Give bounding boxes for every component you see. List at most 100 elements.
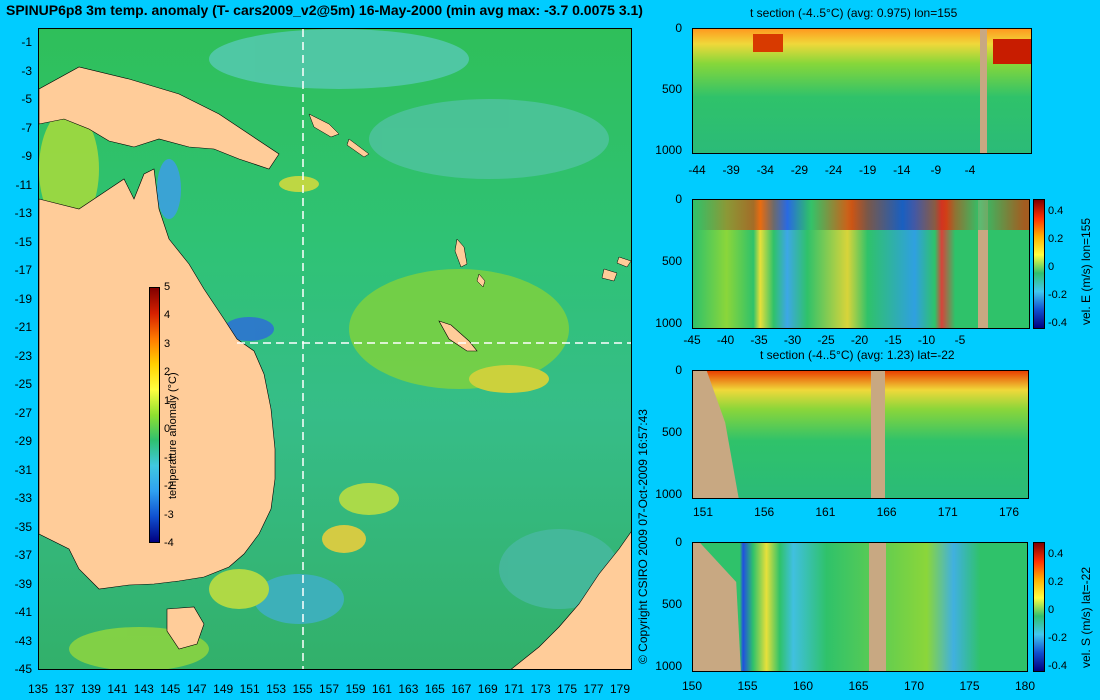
lon-tick-12: 159 <box>345 682 366 696</box>
p3-ytick-2: 1000 <box>655 487 682 501</box>
lat-tick-21: -43 <box>14 633 32 648</box>
new-guinea-land <box>39 66 280 170</box>
p2-xtick-5: -20 <box>850 333 869 347</box>
p1-xtick-3: -29 <box>790 163 809 177</box>
panel2-velocity-east-section[interactable] <box>692 199 1030 329</box>
p4-cbar-ticks-0: 0.4 <box>1048 548 1064 560</box>
panel4-colorbar-label: vel. S (m/s) lat=-22 <box>1079 566 1093 668</box>
p4-cbar-ticks-4: -0.4 <box>1048 660 1067 672</box>
p2-xtick-3: -30 <box>783 333 802 347</box>
p1-xtick-7: -9 <box>930 163 942 177</box>
p2-xtick-4: -25 <box>817 333 835 347</box>
panel4-land-bar <box>869 543 886 671</box>
panel3-land-bar <box>871 371 885 498</box>
p3-xtick-5: 176 <box>998 505 1020 519</box>
lat-tick-20: -41 <box>14 605 32 619</box>
lon-tick-6: 147 <box>186 682 207 696</box>
p4-xtick-0: 150 <box>681 679 703 693</box>
lat-tick-16: -33 <box>14 491 32 505</box>
p4-xtick-5: 175 <box>959 679 980 693</box>
panel2-land-bar <box>978 200 988 328</box>
lat-tick-1: -3 <box>21 63 32 78</box>
lat-tick-8: -17 <box>14 263 32 277</box>
p1-xtick-4: -24 <box>824 163 843 177</box>
p2-xtick-7: -10 <box>917 333 936 347</box>
lon-tick-18: 171 <box>504 682 525 696</box>
lat-tick-4: -9 <box>21 149 32 163</box>
lat-tick-6: -13 <box>14 206 32 220</box>
lat-tick-19: -39 <box>14 576 32 591</box>
lat-tick-14: -29 <box>14 434 32 448</box>
p2-cbar-ticks-3: -0.2 <box>1048 289 1067 301</box>
p4-cbar-ticks-3: -0.2 <box>1048 632 1067 644</box>
p1-ytick-2: 1000 <box>655 143 682 157</box>
lat-tick-9: -19 <box>14 291 32 306</box>
lon-tick-1: 137 <box>54 682 75 696</box>
lat-tick-3: -7 <box>21 120 32 135</box>
colorbar-tick-2: 3 <box>164 337 171 350</box>
colorbar-tick-5: 0 <box>164 423 171 436</box>
lat-tick-0: -1 <box>21 35 32 49</box>
lon-tick-14: 163 <box>398 682 419 696</box>
lon-tick-4: 143 <box>133 682 154 696</box>
panel1-warm-patch <box>993 39 1031 64</box>
copyright-notice: © Copyright CSIRO 2009 07-Oct-2009 16:57… <box>636 409 650 664</box>
p1-xtick-1: -39 <box>722 163 740 177</box>
lat-tick-12: -25 <box>14 377 32 391</box>
p2-cbar-ticks-4: -0.4 <box>1048 317 1067 329</box>
p1-xtick-0: -44 <box>688 163 706 177</box>
p3-ytick-1: 500 <box>661 425 682 439</box>
panel2-surface-band <box>693 200 1029 230</box>
lat-tick-17: -35 <box>14 519 32 534</box>
colorbar-tick-7: -2 <box>164 480 174 493</box>
lon-tick-2: 139 <box>80 682 101 696</box>
lon-tick-5: 145 <box>160 682 181 696</box>
p2-xtick-0: -45 <box>683 333 701 347</box>
p2-ytick-1: 500 <box>661 254 682 268</box>
temperature-anomaly-map[interactable]: temperature anomaly (°C) 5 4 3 2 1 0 -1 -2 -3 -4 <box>38 28 632 670</box>
p1-ytick-0: 0 <box>675 21 682 35</box>
p4-ytick-0: 0 <box>675 535 682 549</box>
vanuatu-islands-land <box>454 238 486 288</box>
panel3-title: t section (-4..5°C) (avg: 1.23) lat=-22 <box>760 348 955 362</box>
p2-xtick-6: -15 <box>884 333 902 347</box>
p1-xtick-5: -19 <box>858 163 877 177</box>
lat-tick-7: -15 <box>14 234 32 249</box>
temperature-colorbar <box>149 287 160 543</box>
p2-xtick-1: -40 <box>716 333 735 347</box>
panel3-temperature-section[interactable] <box>692 370 1029 499</box>
panel2-colorbar-label: vel. E (m/s) lon=155 <box>1079 217 1093 325</box>
lon-tick-22: 179 <box>609 682 631 696</box>
p4-xtick-2: 160 <box>792 679 814 693</box>
panel1-warm-patch-2 <box>753 34 783 52</box>
panel3-land-left <box>693 371 739 498</box>
lon-tick-16: 167 <box>451 682 472 696</box>
p4-xtick-6: 180 <box>1014 679 1036 693</box>
panel1-land-bar <box>980 29 987 153</box>
lat-tick-10: -21 <box>14 320 32 334</box>
panel1-temperature-section[interactable] <box>692 28 1032 154</box>
colorbar-tick-8: -3 <box>164 508 174 521</box>
new-zealand-land <box>511 531 631 669</box>
p2-xtick-2: -35 <box>750 333 768 347</box>
p2-ytick-2: 1000 <box>655 316 682 330</box>
p1-xtick-6: -14 <box>893 163 911 177</box>
p4-xtick-4: 170 <box>903 679 925 693</box>
lat-tick-2: -5 <box>21 92 32 106</box>
p4-xtick-1: 155 <box>737 679 758 693</box>
p3-xtick-3: 166 <box>876 505 897 519</box>
lon-tick-17: 169 <box>477 682 498 696</box>
colorbar-tick-4: 1 <box>164 394 171 407</box>
lon-tick-10: 155 <box>292 682 313 696</box>
lon-tick-21: 177 <box>583 682 604 696</box>
colorbar-tick-6: -1 <box>164 451 174 464</box>
p3-xtick-4: 171 <box>937 505 958 519</box>
panel2-colorbar <box>1033 199 1045 329</box>
p4-ytick-1: 500 <box>661 597 682 611</box>
panel4-colorbar <box>1033 542 1045 672</box>
lat-tick-15: -31 <box>14 462 32 477</box>
lon-tick-11: 157 <box>318 682 340 696</box>
panel4-velocity-south-section[interactable] <box>692 542 1028 672</box>
lon-tick-0: 135 <box>27 682 49 696</box>
lat-tick-11: -23 <box>14 348 32 363</box>
